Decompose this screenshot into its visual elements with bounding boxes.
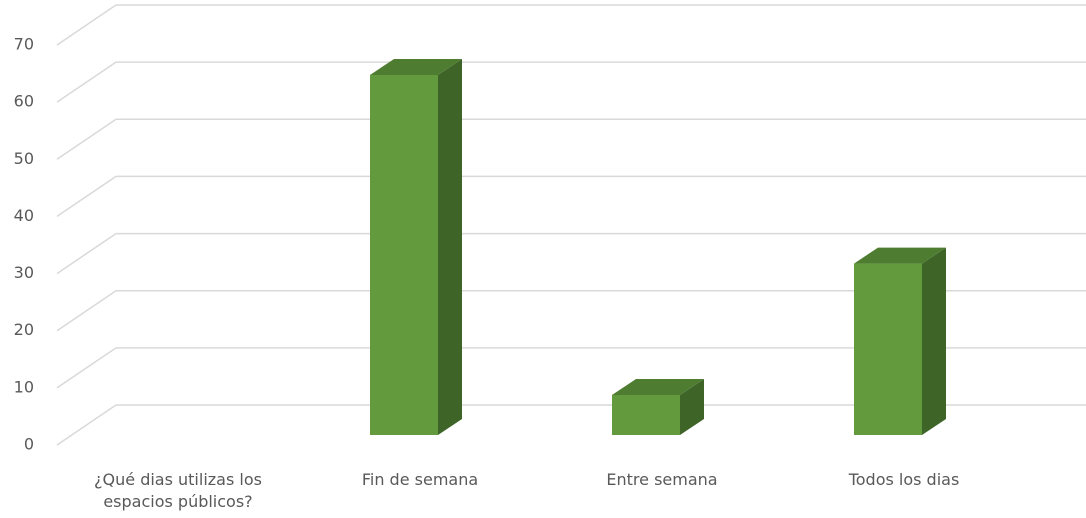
- grid-line: [56, 118, 1086, 160]
- bar-side: [438, 59, 462, 435]
- bar-top: [854, 247, 946, 264]
- bar-top: [370, 59, 462, 75]
- y-tick-label: 20: [14, 320, 34, 339]
- grid-line: [56, 175, 1086, 218]
- bar-top: [612, 379, 704, 395]
- bar: [854, 263, 922, 435]
- y-tick-label: 10: [14, 377, 34, 396]
- grid-line: [56, 232, 1086, 275]
- x-tick-label: Fin de semana: [361, 470, 479, 489]
- y-tick-label: 0: [24, 435, 34, 454]
- y-tick-label: 30: [14, 263, 34, 282]
- y-tick-label: 70: [14, 35, 34, 54]
- y-tick-label: 60: [14, 92, 34, 111]
- bar: [612, 395, 680, 435]
- grid-line: [56, 289, 1086, 332]
- bar-side: [680, 379, 704, 435]
- bar: [370, 75, 438, 435]
- x-tick-label: ¿Qué dias utilizas los espacios públicos…: [94, 470, 262, 511]
- grid-line: [56, 4, 1086, 46]
- x-tick-label: Entre semana: [606, 470, 718, 489]
- grid-line: [56, 404, 1086, 446]
- y-tick-label: 50: [14, 149, 34, 168]
- grid-line: [56, 61, 1086, 103]
- grid-line: [56, 347, 1086, 389]
- x-tick-label: Todos los dias: [848, 470, 960, 489]
- bar-side: [922, 247, 946, 435]
- y-tick-label: 40: [14, 206, 34, 225]
